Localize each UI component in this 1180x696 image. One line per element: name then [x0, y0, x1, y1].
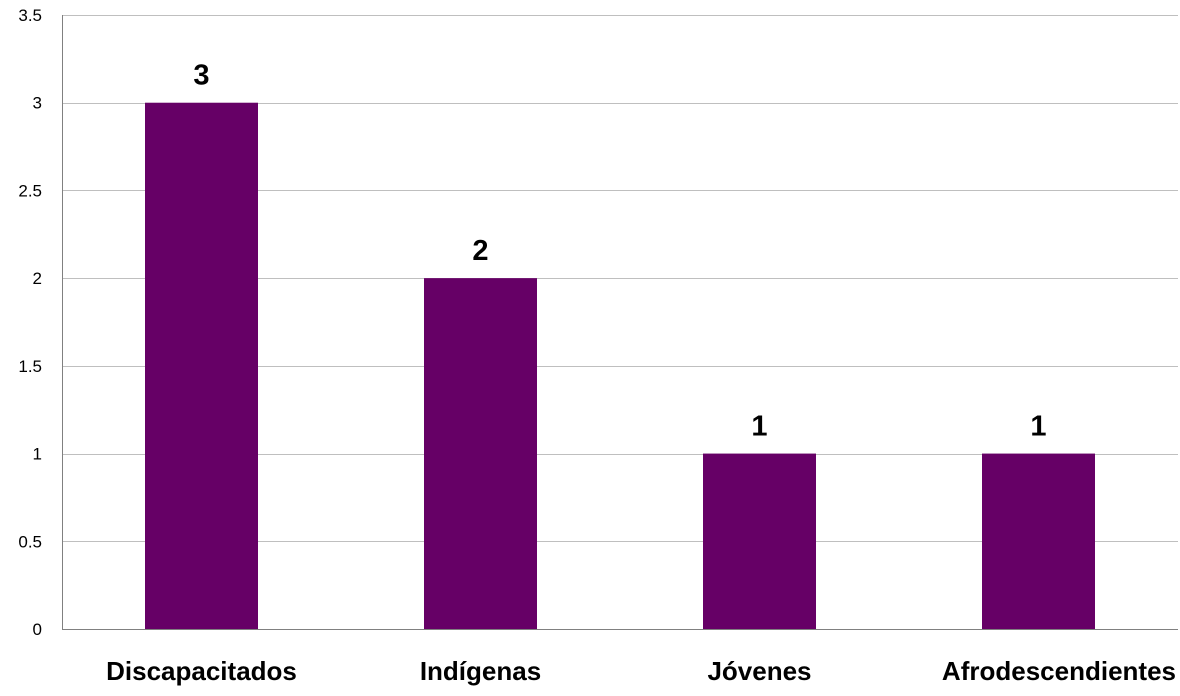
bar [424, 278, 537, 629]
data-label: 3 [193, 60, 209, 92]
y-tick-label: 1 [33, 445, 42, 464]
y-tick-label: 1.5 [18, 357, 42, 376]
y-tick-label: 2.5 [18, 181, 42, 200]
data-label: 1 [751, 411, 767, 443]
bar [982, 453, 1095, 629]
y-tick-label: 3.5 [18, 6, 42, 25]
data-label: 1 [1030, 411, 1046, 443]
y-tick-label: 0.5 [18, 532, 42, 551]
bar [145, 102, 258, 629]
axes [62, 15, 1178, 630]
y-tick-label: 2 [33, 269, 42, 288]
y-axis-tick-labels: 0 0.5 1 1.5 2 2.5 3 3.5 [18, 6, 42, 639]
data-label: 2 [472, 235, 488, 267]
x-axis-category-labels: Discapacitados Indígenas Jóvenes Afrodescen… [106, 656, 1176, 686]
y-tick-label: 3 [33, 94, 42, 113]
bars [145, 102, 1095, 629]
bar [703, 453, 816, 629]
category-label: Afrodescendientes [942, 656, 1176, 686]
category-label: Jóvenes [707, 656, 811, 686]
category-label: Indígenas [420, 656, 541, 686]
data-labels: 3 2 1 1 [193, 60, 1046, 443]
y-tick-label: 0 [33, 620, 42, 639]
category-label: Discapacitados [106, 656, 297, 686]
